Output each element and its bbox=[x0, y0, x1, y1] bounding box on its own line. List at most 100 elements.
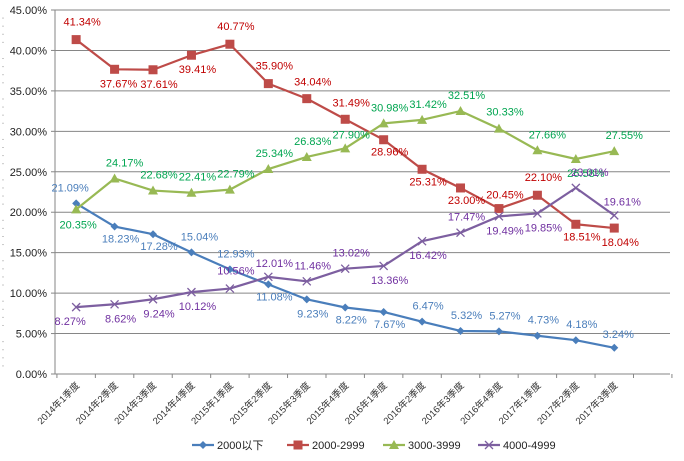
data-label: 17.47% bbox=[448, 212, 486, 224]
data-label: 22.68% bbox=[140, 170, 178, 182]
data-point bbox=[571, 336, 580, 345]
data-label: 19.85% bbox=[525, 222, 563, 234]
data-point bbox=[148, 185, 159, 195]
data-label: 10.12% bbox=[179, 301, 217, 313]
data-point bbox=[570, 153, 581, 163]
data-point bbox=[263, 79, 273, 89]
data-label: 8.22% bbox=[336, 315, 367, 327]
data-label: 26.58% bbox=[567, 168, 605, 180]
data-point bbox=[263, 164, 274, 174]
data-point bbox=[110, 64, 120, 74]
data-label: 21.09% bbox=[51, 182, 89, 194]
data-point bbox=[494, 211, 504, 221]
data-label: 5.27% bbox=[489, 310, 520, 322]
data-point bbox=[263, 272, 273, 282]
data-point bbox=[493, 123, 504, 133]
data-point bbox=[110, 222, 119, 231]
y-tick-label: 5.00% bbox=[16, 329, 47, 341]
gridlines bbox=[55, 9, 670, 335]
data-label: 35.90% bbox=[256, 61, 294, 73]
data-point bbox=[148, 294, 158, 304]
data-point bbox=[301, 151, 312, 161]
y-tick-label: 20.00% bbox=[10, 207, 48, 219]
data-point bbox=[71, 204, 82, 214]
data-label: 8.62% bbox=[105, 313, 136, 325]
data-label: 30.98% bbox=[371, 102, 409, 114]
data-label: 4.18% bbox=[566, 319, 597, 331]
legend-label: 2000以下 bbox=[217, 440, 263, 452]
data-label: 18.51% bbox=[563, 231, 601, 243]
legend-item: 3000-3999 bbox=[383, 440, 461, 452]
data-point bbox=[264, 280, 273, 289]
data-point bbox=[456, 228, 465, 238]
data-point bbox=[340, 264, 350, 274]
data-label: 22.41% bbox=[179, 172, 217, 184]
legend-label: 4000-4999 bbox=[503, 440, 556, 452]
data-label: 23.01% bbox=[571, 167, 609, 179]
legend-item: 2000-2999 bbox=[287, 440, 365, 452]
data-point bbox=[186, 50, 196, 60]
data-label: 12.01% bbox=[256, 258, 294, 270]
data-point bbox=[532, 145, 543, 155]
data-label: 32.51% bbox=[448, 90, 486, 102]
data-label: 7.67% bbox=[374, 319, 405, 331]
data-point bbox=[187, 248, 196, 257]
data-point bbox=[148, 65, 158, 75]
data-label: 11.46% bbox=[295, 260, 332, 272]
data-point bbox=[609, 223, 619, 233]
data-label: 17.28% bbox=[140, 241, 178, 253]
data-point bbox=[417, 114, 428, 124]
data-label: 23.00% bbox=[448, 195, 486, 207]
data-point bbox=[225, 284, 235, 294]
data-point bbox=[224, 184, 235, 194]
data-point bbox=[455, 106, 466, 116]
data-label: 20.45% bbox=[486, 190, 524, 202]
data-label: 22.79% bbox=[217, 169, 255, 181]
data-label: 8.27% bbox=[55, 316, 86, 328]
x-axis: 2014年1季度2014年2季度2014年3季度2014年4季度2015年1季度… bbox=[35, 373, 673, 427]
data-label: 24.17% bbox=[106, 157, 144, 169]
data-point bbox=[494, 327, 503, 336]
data-label: 9.24% bbox=[143, 308, 174, 320]
legend-label: 2000-2999 bbox=[312, 440, 365, 452]
data-point bbox=[418, 317, 427, 326]
data-point bbox=[609, 146, 620, 156]
data-point bbox=[456, 326, 465, 335]
data-label: 12.93% bbox=[217, 248, 255, 260]
data-label: 13.02% bbox=[333, 248, 371, 260]
data-label: 26.83% bbox=[294, 136, 332, 148]
data-point bbox=[72, 199, 81, 208]
legend-marker bbox=[199, 441, 207, 449]
y-tick-label: 25.00% bbox=[10, 167, 48, 179]
legend-marker bbox=[484, 440, 494, 450]
data-point bbox=[341, 303, 350, 312]
data-point bbox=[71, 302, 81, 312]
data-label: 27.66% bbox=[529, 129, 567, 141]
legend-label: 3000-3999 bbox=[408, 440, 461, 452]
data-point bbox=[609, 210, 619, 220]
data-label: 10.56% bbox=[217, 266, 255, 278]
data-point bbox=[225, 265, 234, 274]
data-label: 37.61% bbox=[140, 79, 178, 91]
data-point bbox=[302, 94, 312, 104]
data-label: 40.77% bbox=[217, 21, 255, 33]
data-label: 20.35% bbox=[59, 219, 97, 231]
legend: 2000以下 2000-2999 3000-3999 4000-4999 bbox=[192, 440, 556, 452]
data-label: 27.55% bbox=[606, 130, 644, 142]
data-label: 5.32% bbox=[451, 310, 482, 322]
legend-marker bbox=[293, 440, 303, 450]
series-3000-3999 bbox=[71, 106, 620, 214]
data-point bbox=[456, 183, 466, 193]
data-point bbox=[109, 173, 120, 183]
data-point bbox=[379, 135, 389, 145]
y-tick-label: 45.00% bbox=[10, 5, 48, 17]
data-point bbox=[379, 261, 389, 271]
data-point bbox=[340, 143, 351, 153]
series-2000-2999 bbox=[71, 35, 619, 233]
data-labels: 21.09% 18.23%17.28%15.04% 12.93% 11.08% 9.23… bbox=[51, 17, 643, 341]
data-label: 34.04% bbox=[294, 77, 332, 89]
data-point bbox=[379, 307, 388, 316]
data-point bbox=[149, 230, 158, 239]
data-point bbox=[532, 190, 542, 200]
data-label: 18.04% bbox=[602, 237, 640, 249]
